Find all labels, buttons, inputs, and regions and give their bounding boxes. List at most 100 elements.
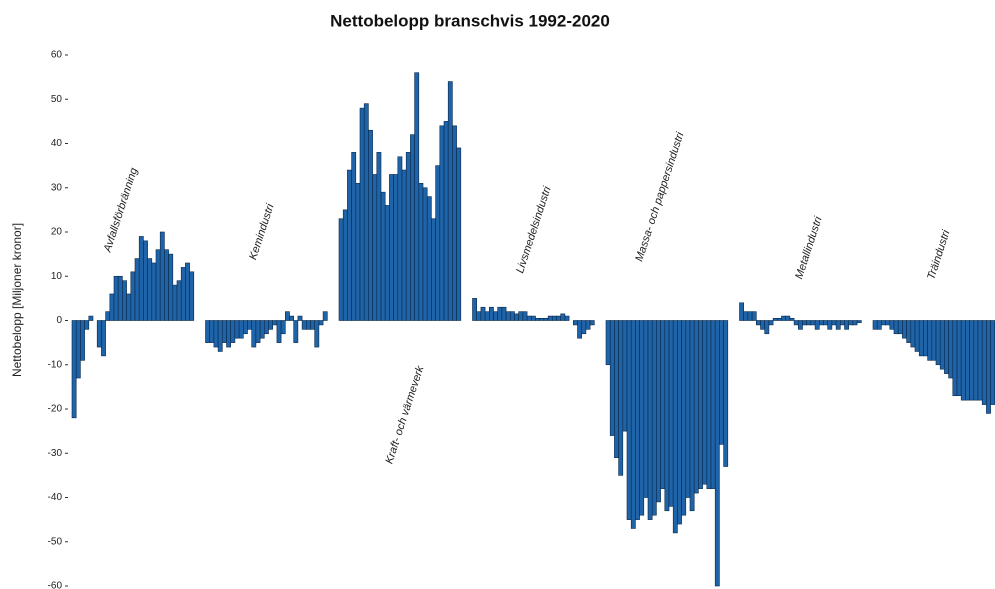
bar bbox=[564, 315, 570, 321]
bar bbox=[493, 311, 498, 321]
bar bbox=[814, 320, 820, 330]
bar bbox=[760, 320, 765, 330]
bar bbox=[280, 320, 286, 335]
y-axis-label: Nettobelopp [Miljoner kronor] bbox=[10, 223, 24, 377]
bar bbox=[230, 320, 236, 343]
y-tick-label: -10 bbox=[48, 359, 63, 370]
group-label: Metallindustri bbox=[793, 215, 825, 281]
bar bbox=[126, 293, 132, 321]
group-label: Kemindustri bbox=[247, 202, 277, 261]
y-tick-label: 50 bbox=[51, 94, 63, 105]
bar bbox=[318, 320, 324, 326]
bar bbox=[914, 320, 920, 352]
bar bbox=[435, 165, 441, 321]
bar bbox=[952, 320, 958, 397]
bar bbox=[514, 313, 519, 321]
bar bbox=[547, 315, 553, 321]
bar bbox=[234, 320, 240, 339]
bar bbox=[852, 320, 858, 326]
bar bbox=[856, 320, 862, 324]
bar bbox=[226, 320, 231, 348]
bar bbox=[977, 320, 983, 401]
bar bbox=[965, 320, 970, 401]
bar bbox=[314, 320, 320, 348]
bar bbox=[872, 320, 878, 330]
bar bbox=[389, 174, 394, 321]
chart-title: Nettobelopp branschvis 1992-2020 bbox=[330, 11, 610, 30]
group-label: Kraft- och värmeverk bbox=[383, 364, 426, 465]
bar bbox=[185, 262, 190, 321]
bar bbox=[944, 320, 949, 374]
group-label: Massa- och pappersindustri bbox=[633, 130, 686, 263]
bar bbox=[560, 313, 566, 321]
bar bbox=[488, 306, 494, 321]
bar bbox=[956, 320, 962, 397]
group-label: Träindustri bbox=[925, 228, 952, 281]
y-tick-label: -60 bbox=[48, 581, 63, 589]
bar bbox=[935, 320, 941, 366]
bar bbox=[876, 320, 882, 330]
y-tick-label: 40 bbox=[51, 138, 63, 149]
y-tick-label: 20 bbox=[51, 227, 63, 238]
bar bbox=[431, 218, 436, 321]
bar bbox=[84, 320, 90, 330]
bar bbox=[147, 258, 153, 321]
bar bbox=[960, 320, 966, 401]
bar bbox=[172, 284, 178, 321]
bar bbox=[363, 103, 369, 321]
bar bbox=[664, 320, 670, 512]
bar bbox=[681, 320, 687, 516]
bar bbox=[443, 121, 449, 321]
bar bbox=[647, 320, 653, 520]
bar bbox=[439, 125, 445, 321]
bar bbox=[289, 315, 294, 321]
y-tick-label: 30 bbox=[51, 182, 63, 193]
bar bbox=[723, 320, 729, 467]
bar bbox=[189, 271, 195, 321]
bar bbox=[543, 317, 549, 321]
bar bbox=[693, 320, 699, 494]
bar bbox=[368, 129, 373, 321]
bar bbox=[751, 311, 757, 321]
bar bbox=[505, 311, 511, 321]
bar bbox=[205, 320, 210, 343]
bar bbox=[284, 311, 290, 321]
bar bbox=[893, 320, 899, 335]
bar bbox=[96, 320, 102, 348]
bar bbox=[372, 174, 378, 321]
bar bbox=[526, 315, 532, 321]
bar bbox=[755, 320, 761, 326]
bar bbox=[447, 81, 453, 321]
bar bbox=[130, 271, 136, 321]
y-tick-label: 60 bbox=[51, 50, 63, 61]
bar bbox=[472, 298, 477, 321]
bar bbox=[622, 320, 628, 432]
bar bbox=[293, 320, 299, 343]
bar bbox=[418, 183, 424, 321]
bar bbox=[918, 320, 924, 357]
bar bbox=[134, 258, 140, 321]
bar bbox=[902, 320, 907, 339]
bar bbox=[276, 320, 282, 343]
y-tick-label: 10 bbox=[51, 271, 63, 282]
bar bbox=[609, 320, 615, 436]
bar bbox=[351, 152, 357, 321]
bar bbox=[342, 209, 348, 321]
bar bbox=[238, 320, 244, 339]
bar bbox=[222, 320, 227, 343]
bar bbox=[414, 72, 420, 321]
bar bbox=[456, 147, 462, 321]
bar bbox=[259, 320, 265, 339]
bar bbox=[793, 320, 799, 326]
bar bbox=[217, 320, 223, 352]
bar bbox=[159, 231, 165, 321]
bar bbox=[405, 152, 411, 321]
bar bbox=[75, 320, 81, 379]
bar bbox=[355, 183, 361, 321]
bar bbox=[322, 311, 328, 321]
bar bbox=[138, 236, 144, 321]
y-tick-label: 0 bbox=[56, 315, 62, 326]
bar bbox=[881, 320, 886, 326]
bar bbox=[906, 320, 912, 343]
bar bbox=[626, 320, 632, 520]
